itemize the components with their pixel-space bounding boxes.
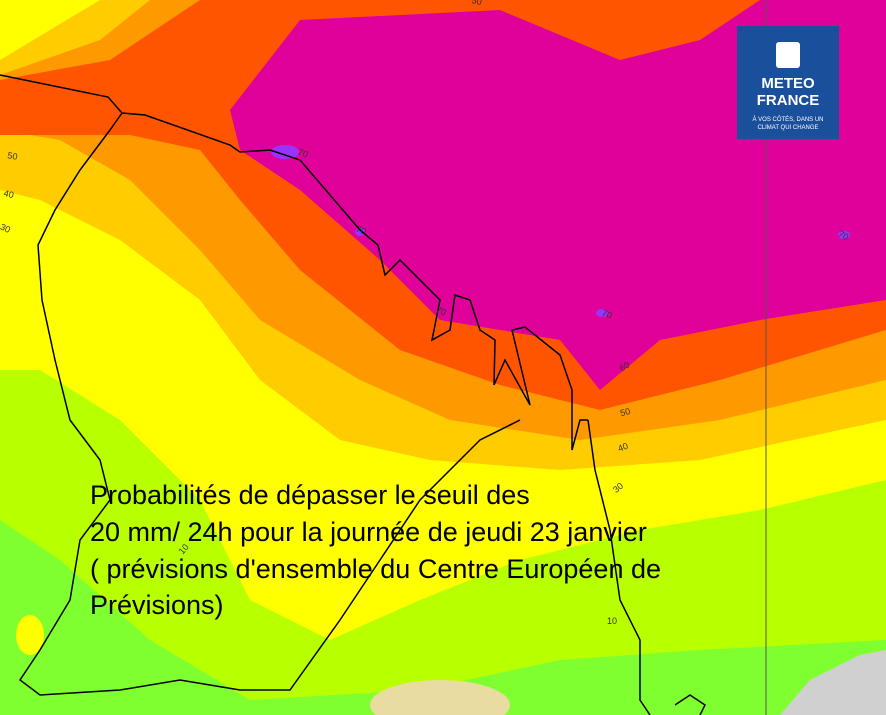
contour-label: 50 [619, 406, 631, 418]
contour-label: 70 [435, 305, 448, 318]
contour-label: 70 [297, 147, 310, 160]
caption: Probabilités de dépasser le seuil des 20… [90, 480, 661, 620]
band-beige [370, 680, 510, 715]
contour-label: 50 [7, 150, 19, 162]
logo-icon [776, 42, 800, 68]
caption-line: ( prévisions d'ensemble du Centre Europé… [90, 554, 661, 584]
coastline [0, 74, 588, 451]
contour-label: 70 [355, 224, 368, 237]
logo-name: METEO [761, 75, 815, 92]
contour-label: 10 [607, 616, 617, 626]
border-west [18, 112, 521, 696]
contour-labels: 50 50 40 30 70 70 70 70 70 60 50 40 30 10 10 [0, 0, 850, 626]
blob [838, 231, 850, 239]
contour-label: 70 [837, 229, 851, 243]
contour-label: 30 [0, 222, 12, 235]
band-gray [780, 650, 886, 715]
band-magenta [230, 0, 886, 390]
border-east [587, 419, 651, 715]
contour-label: 40 [617, 441, 630, 454]
logo: METEO FRANCE À VOS CÔTÉS, DANS UN CLIMAT… [737, 26, 839, 139]
contour-label: 30 [611, 481, 625, 495]
band-yellow-patch [16, 615, 44, 655]
blob [596, 309, 608, 317]
caption-line: 20 mm/ 24h pour la journée de jeudi 23 j… [90, 517, 647, 547]
contour-label: 10 [177, 542, 191, 556]
logo-name: FRANCE [757, 92, 820, 109]
blob [271, 145, 299, 159]
blob [355, 228, 365, 236]
contour-label: 40 [3, 188, 15, 200]
logo-tagline: CLIMAT QUI CHANGE [757, 125, 818, 131]
caption-line: Probabilités de dépasser le seuil des [90, 480, 530, 510]
caption-line: Prévisions) [90, 590, 224, 620]
coast-island [674, 694, 706, 715]
contour-label: 70 [601, 308, 614, 321]
contour-label: 50 [471, 0, 483, 7]
contour-label: 60 [618, 360, 632, 374]
logo-tagline: À VOS CÔTÉS, DANS UN [752, 116, 823, 123]
